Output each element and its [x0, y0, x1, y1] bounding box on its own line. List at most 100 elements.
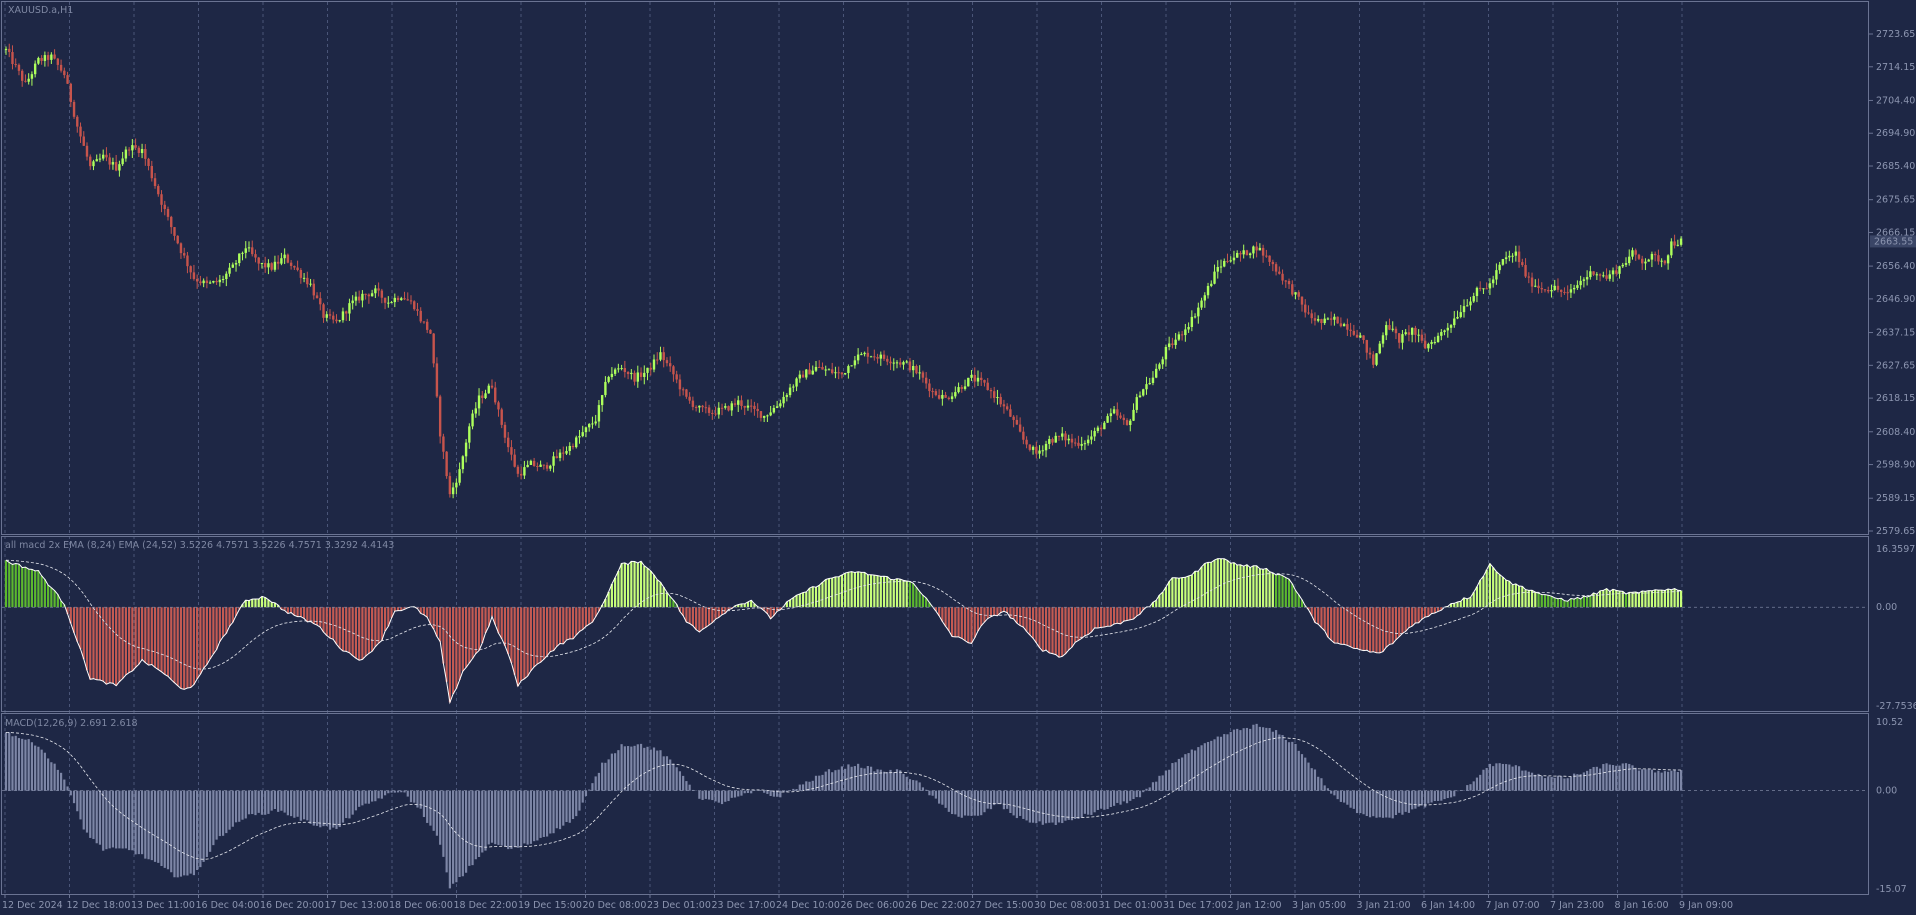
candle-body: [954, 392, 957, 397]
candle-body: [1585, 277, 1589, 280]
candle-body: [400, 298, 403, 301]
candle-body: [1653, 253, 1657, 256]
time-axis-label: 27 Dec 15:00: [970, 900, 1034, 911]
osc1-signal-line: [5, 559, 1682, 670]
candle-body: [1530, 277, 1534, 287]
candle-body: [1378, 343, 1381, 354]
candle-body: [1598, 274, 1602, 276]
candle-body: [986, 382, 989, 391]
candle-body: [53, 54, 56, 59]
candle-body: [118, 164, 121, 171]
candle-body: [409, 300, 413, 302]
candle-body: [33, 63, 37, 75]
candle-body: [82, 136, 85, 146]
symbol-title[interactable]: XAUUSD.a,H1: [8, 5, 73, 16]
candle-body: [934, 391, 938, 396]
candle-body: [847, 366, 850, 374]
candle-body: [205, 280, 209, 284]
candle-body: [1155, 368, 1158, 378]
candle-body: [694, 406, 698, 408]
candle-body: [1436, 335, 1440, 343]
time-axis-label: 2 Jan 12:00: [1228, 900, 1282, 911]
candle-body: [56, 58, 60, 65]
candle-body: [374, 288, 377, 294]
candle-body: [980, 377, 983, 381]
candle-body: [1070, 438, 1074, 443]
candle-body: [1634, 250, 1637, 255]
candle-body: [1051, 439, 1054, 443]
candle-body: [795, 378, 798, 387]
candle-body: [970, 374, 973, 378]
candle-body: [1615, 270, 1618, 274]
candle-body: [1462, 306, 1466, 313]
candle-body: [189, 266, 192, 273]
candle-body: [1265, 255, 1268, 257]
candle-body: [1245, 250, 1249, 256]
candle-body: [208, 282, 212, 284]
candle-body: [134, 145, 137, 148]
price-axis-label: 2579.65: [1876, 526, 1915, 537]
candle-body: [1229, 260, 1232, 262]
candle-body: [474, 408, 477, 414]
candle-body: [873, 356, 876, 358]
candle-body: [594, 421, 597, 424]
candle-body: [1142, 389, 1145, 396]
candle-body: [1038, 450, 1041, 454]
candle-body: [1145, 384, 1148, 390]
candle-body: [332, 315, 335, 320]
oscillator-pane-2[interactable]: MACD(12,26,9) 2.691 2.618: [1, 713, 1869, 895]
candle-body: [461, 456, 465, 470]
candle-body: [983, 380, 986, 383]
price-axis-label: 2646.90: [1876, 294, 1915, 305]
candle-body: [1657, 255, 1660, 262]
candle-body: [1572, 287, 1576, 290]
candle-body: [853, 360, 857, 366]
candle-body: [1466, 305, 1469, 307]
candle-body: [1158, 364, 1161, 369]
candle-body: [1621, 264, 1624, 267]
candle-body: [529, 460, 533, 465]
time-axis-label: 31 Dec 17:00: [1163, 900, 1227, 911]
candle-body: [1641, 258, 1644, 264]
candle-body: [153, 178, 157, 187]
candle-body: [620, 368, 623, 370]
candle-body: [737, 400, 740, 405]
time-axis-label: 26 Dec 22:00: [905, 900, 969, 911]
candle-body: [889, 361, 892, 364]
candle-body: [367, 294, 371, 297]
candle-body: [526, 464, 529, 468]
candle-body: [688, 396, 691, 401]
candle-body: [1106, 416, 1109, 423]
candle-body: [345, 311, 348, 314]
candle-body: [510, 447, 513, 455]
candle-body: [1550, 290, 1553, 292]
time-axis-label: 13 Dec 11:00: [131, 900, 195, 911]
candle-body: [468, 426, 471, 443]
candle-body: [552, 456, 555, 466]
candle-body: [1504, 257, 1508, 260]
price-pane[interactable]: XAUUSD.a,H1: [1, 1, 1869, 535]
candle-body: [704, 407, 708, 409]
candle-body: [659, 352, 662, 360]
candle-body: [1666, 255, 1670, 264]
candle-body: [840, 372, 844, 375]
candle-body: [494, 387, 497, 403]
oscillator-pane-1[interactable]: all macd 2x EMA (8,24) EMA (24,52) 3.522…: [1, 536, 1869, 712]
price-axis-label: 2694.90: [1876, 128, 1915, 139]
candle-body: [170, 216, 173, 228]
time-axis-label: 3 Jan 21:00: [1357, 900, 1411, 911]
candle-body: [976, 377, 980, 382]
candle-body: [1362, 335, 1365, 341]
candle-body: [1041, 450, 1044, 452]
candle-body: [108, 157, 111, 165]
candle-body: [76, 116, 79, 127]
candle-body: [584, 427, 588, 433]
candle-body: [176, 235, 179, 244]
candle-body: [1226, 260, 1229, 262]
candle-body: [244, 248, 247, 253]
candle-body: [1355, 334, 1359, 338]
candle-body: [1223, 260, 1226, 267]
candle-body: [785, 395, 789, 397]
time-axis-label: 12 Dec 2024: [2, 900, 63, 911]
